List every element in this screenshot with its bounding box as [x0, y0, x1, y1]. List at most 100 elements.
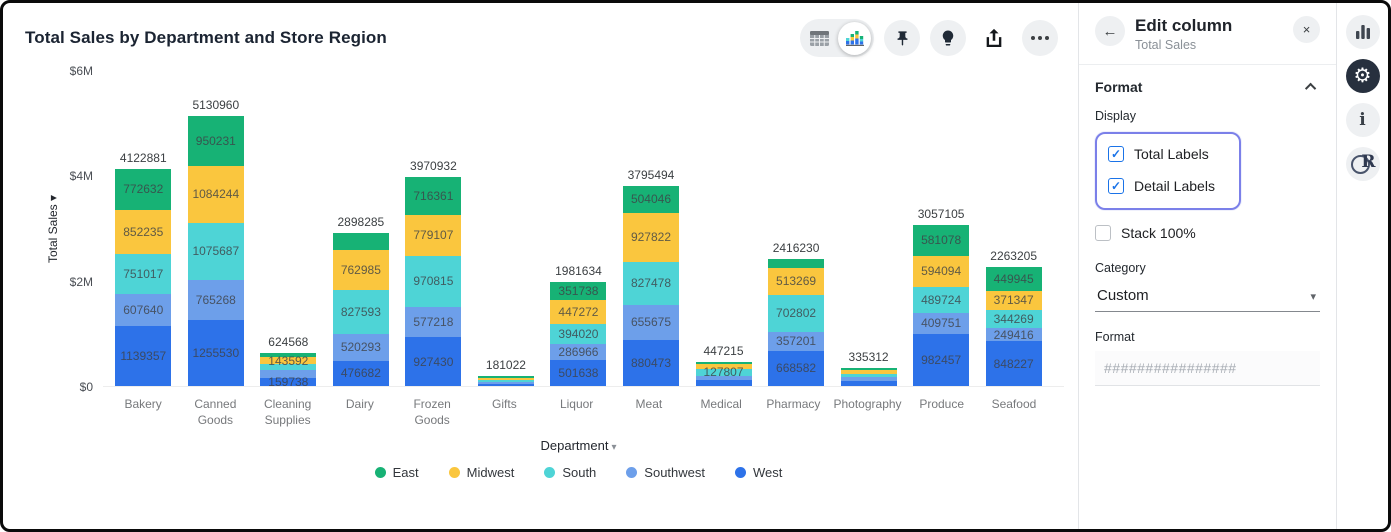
bar-segment-southwest[interactable]: 577218: [405, 306, 462, 338]
bar-segment-south[interactable]: 1075687: [187, 222, 244, 280]
bar-segment-southwest[interactable]: [260, 369, 317, 378]
bar-segment-west[interactable]: 927430: [405, 337, 462, 386]
bar-segment-south[interactable]: 827593: [332, 289, 389, 334]
y-axis-title[interactable]: Total Sales ▾: [46, 194, 61, 264]
bar-segment-west[interactable]: 501638: [550, 359, 607, 386]
detail-labels-checkbox-row[interactable]: ✓ Detail Labels: [1108, 178, 1215, 194]
bar-segment-west[interactable]: [840, 381, 897, 386]
bar-segment-south[interactable]: 127807: [695, 366, 752, 378]
chart-view-icon[interactable]: [838, 21, 871, 55]
bar-segment-midwest[interactable]: 779107: [405, 214, 462, 256]
category-select[interactable]: Custom ▾: [1095, 282, 1320, 312]
explore-button[interactable]: [930, 20, 966, 56]
detail-labels-checkbox[interactable]: ✓: [1108, 178, 1124, 194]
bar-segment-west[interactable]: [477, 383, 534, 386]
bar-segment-midwest[interactable]: 852235: [115, 209, 172, 255]
bar-segment-south[interactable]: 344269: [985, 310, 1042, 329]
legend-dot-icon: [626, 467, 638, 479]
bar-segment-midwest[interactable]: 594094: [913, 255, 970, 287]
bar-segment-east[interactable]: 504046: [622, 186, 679, 213]
r-logo-button[interactable]: R: [1345, 147, 1380, 181]
bar-segment-west[interactable]: [695, 379, 752, 386]
more-button[interactable]: [1022, 20, 1058, 56]
segment-value-label: 970815: [413, 274, 454, 289]
bar-segment-south[interactable]: 489724: [913, 286, 970, 313]
bar-segment-southwest[interactable]: 409751: [913, 312, 970, 335]
bar-segment-southwest[interactable]: 357201: [768, 331, 825, 351]
legend-item-west[interactable]: West: [735, 465, 782, 480]
x-axis-label: Seafood: [991, 397, 1037, 411]
bar-segment-midwest[interactable]: [695, 364, 752, 369]
bar-segment-midwest[interactable]: 371347: [985, 290, 1042, 311]
bar-segment-east[interactable]: 950231: [187, 115, 244, 166]
bar-segment-south[interactable]: 751017: [115, 254, 172, 294]
bar-segment-east[interactable]: [768, 258, 825, 268]
bar-segment-southwest[interactable]: [695, 375, 752, 380]
bar-segment-east[interactable]: [695, 362, 752, 365]
format-input[interactable]: [1095, 351, 1320, 386]
bar-segment-west[interactable]: 668582: [768, 350, 825, 386]
bar-segment-east[interactable]: [477, 376, 534, 379]
bar-segment-south[interactable]: 394020: [550, 323, 607, 345]
bar-segment-midwest[interactable]: [840, 370, 897, 375]
bar-segment-south[interactable]: 702802: [768, 294, 825, 332]
bar-segment-west[interactable]: 982457: [913, 334, 970, 386]
bar-segment-midwest[interactable]: 927822: [622, 212, 679, 262]
chart-panel-button[interactable]: [1345, 15, 1380, 49]
settings-button[interactable]: ⚙: [1345, 59, 1380, 93]
bar-segment-east[interactable]: [840, 368, 897, 371]
bar-segment-east[interactable]: 772632: [115, 168, 172, 210]
bar-segment-midwest[interactable]: 513269: [768, 267, 825, 295]
bar-segment-south[interactable]: 827478: [622, 261, 679, 306]
x-axis-dropdown[interactable]: Department ▾: [107, 438, 1050, 453]
total-labels-checkbox-row[interactable]: ✓ Total Labels: [1108, 146, 1215, 162]
legend-item-southwest[interactable]: Southwest: [626, 465, 705, 480]
bar-segment-west[interactable]: 476682: [332, 360, 389, 386]
format-section-title: Format: [1095, 79, 1143, 95]
close-button[interactable]: ×: [1293, 16, 1320, 43]
bar-segment-south[interactable]: [260, 364, 317, 370]
chevron-up-icon[interactable]: [1304, 82, 1317, 95]
bar-segment-midwest[interactable]: 762985: [332, 249, 389, 290]
pin-button[interactable]: [884, 20, 920, 56]
stack-100-checkbox-row[interactable]: Stack 100%: [1095, 225, 1320, 241]
legend-item-midwest[interactable]: Midwest: [448, 465, 514, 480]
legend-item-east[interactable]: East: [374, 465, 419, 480]
x-axis-dropdown-label: Department: [540, 438, 609, 454]
bar-segment-west[interactable]: 880473: [622, 339, 679, 386]
total-labels-checkbox[interactable]: ✓: [1108, 146, 1124, 162]
segment-value-label: 880473: [630, 355, 671, 370]
bar-segment-east[interactable]: 581078: [913, 225, 970, 256]
legend-item-south[interactable]: South: [544, 465, 596, 480]
bar-segment-east[interactable]: 716361: [405, 176, 462, 215]
bar-segment-east[interactable]: 449945: [985, 266, 1042, 291]
bar-segment-west[interactable]: 848227: [985, 341, 1042, 386]
bar-segment-south[interactable]: [477, 379, 534, 382]
bar-segment-southwest[interactable]: 765268: [187, 279, 244, 320]
bar-segment-midwest[interactable]: 1084244: [187, 165, 244, 223]
bar-segment-south[interactable]: [840, 374, 897, 378]
bar-segment-midwest[interactable]: 143592: [260, 355, 317, 367]
export-button[interactable]: [976, 20, 1012, 56]
back-button[interactable]: ←: [1095, 16, 1125, 46]
stack-100-checkbox[interactable]: [1095, 225, 1111, 241]
bar-segment-south[interactable]: 970815: [405, 255, 462, 307]
bar-segment-east[interactable]: [260, 353, 317, 357]
bar-segment-east[interactable]: [332, 233, 389, 250]
bar-segment-west[interactable]: 1139357: [115, 326, 172, 386]
bar-segment-midwest[interactable]: 447272: [550, 300, 607, 324]
bar-segment-southwest[interactable]: [840, 377, 897, 382]
bar-segment-southwest[interactable]: [477, 381, 534, 384]
info-button[interactable]: i: [1345, 103, 1380, 137]
bar-segment-east[interactable]: 351738: [550, 281, 607, 301]
bar-segment-west[interactable]: 159738: [260, 376, 317, 388]
table-view-icon[interactable]: [803, 22, 836, 55]
bar-segment-southwest[interactable]: 655675: [622, 305, 679, 340]
bar-segment-southwest[interactable]: 249416: [985, 328, 1042, 342]
bar-segment-midwest[interactable]: [477, 378, 534, 380]
x-axis-label: Canned Goods: [194, 397, 237, 428]
bar-segment-southwest[interactable]: 607640: [115, 294, 172, 326]
bar-segment-southwest[interactable]: 286966: [550, 344, 607, 360]
bar-segment-southwest[interactable]: 520293: [332, 333, 389, 361]
bar-segment-west[interactable]: 1255530: [187, 319, 244, 386]
